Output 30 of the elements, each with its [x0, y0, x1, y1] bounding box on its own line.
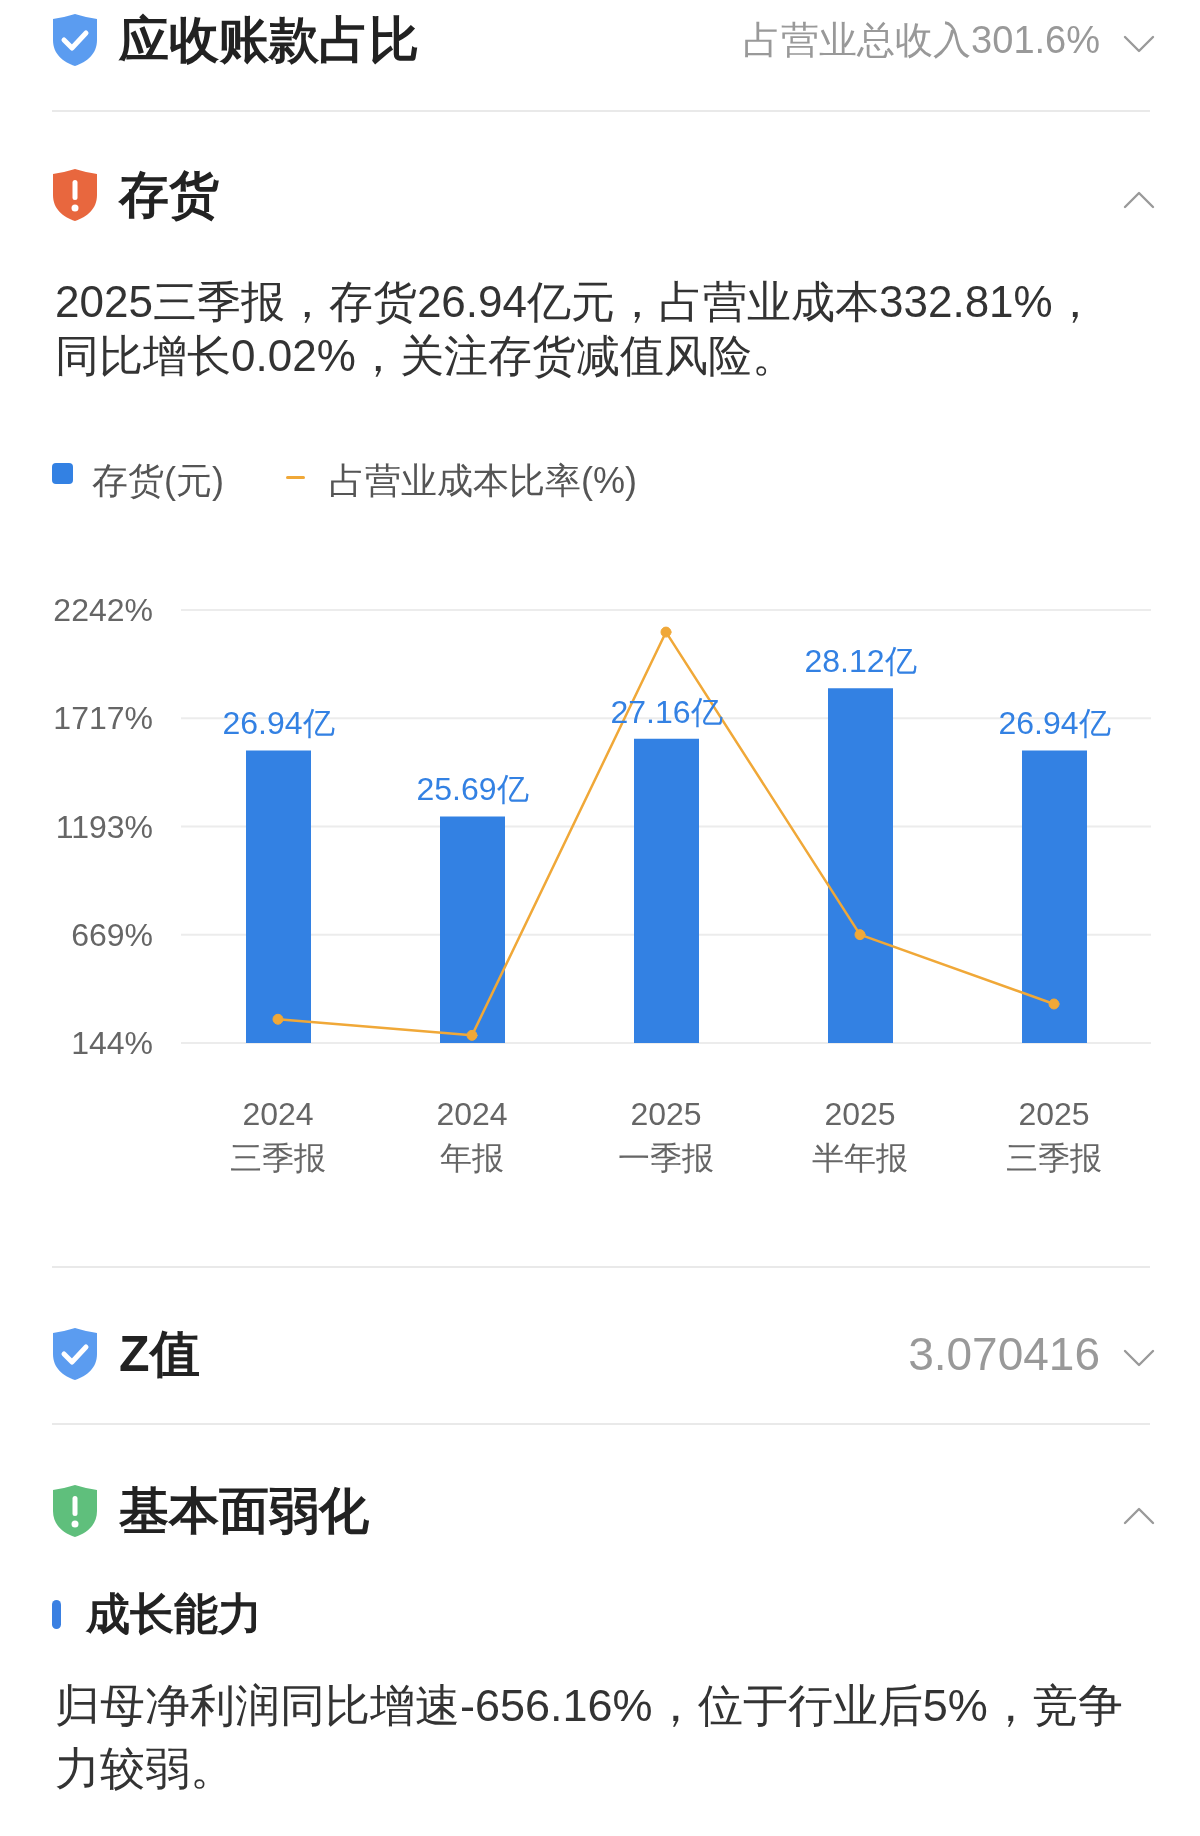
point	[854, 929, 866, 941]
x-tick-label: 2024 年报	[436, 1096, 508, 1176]
y-tick-label: 1193%	[55, 808, 153, 845]
data-label: 26.94亿	[222, 705, 335, 742]
x-tick-label: 2025 一季报	[618, 1096, 714, 1176]
data-label: 25.69亿	[416, 771, 529, 808]
text: 成长能力	[86, 1588, 262, 1640]
x-tick-label: 2024 三季报	[230, 1096, 326, 1176]
point	[272, 1013, 284, 1025]
y-tick-label: 144%	[71, 1025, 153, 1062]
point	[660, 626, 672, 638]
text: Z值	[119, 1325, 200, 1384]
text: 基本面弱化	[119, 1482, 369, 1541]
legend-label: 占营业成本比率(%)	[328, 458, 637, 503]
y-tick-label: 2242%	[53, 592, 153, 629]
data-label: 28.12亿	[804, 643, 917, 680]
point	[466, 1029, 478, 1041]
x-tick-label: 2025 三季报	[1006, 1096, 1102, 1176]
text: 归母净利润同比增速-656.16%，位于行业后5%，竞争力较弱。	[55, 1679, 1124, 1796]
point	[1048, 998, 1060, 1010]
text: 3.070416	[908, 1327, 1100, 1382]
text: 应收账款占比	[119, 11, 419, 70]
y-tick-label: 669%	[71, 916, 153, 953]
chart-subtitle: 2025三季报，存货26.94亿元，占营业成本332.81%，同比增长0.02%，关注存货减值风险。	[55, 276, 1098, 382]
x-tick-label: 2025 半年报	[812, 1096, 908, 1176]
chart-title: 存货	[119, 166, 219, 225]
text: 占营业总收入301.6%	[743, 18, 1100, 63]
legend-label: 存货(元)	[92, 458, 224, 503]
y-tick-label: 1717%	[53, 700, 153, 737]
data-label: 26.94亿	[998, 705, 1111, 742]
